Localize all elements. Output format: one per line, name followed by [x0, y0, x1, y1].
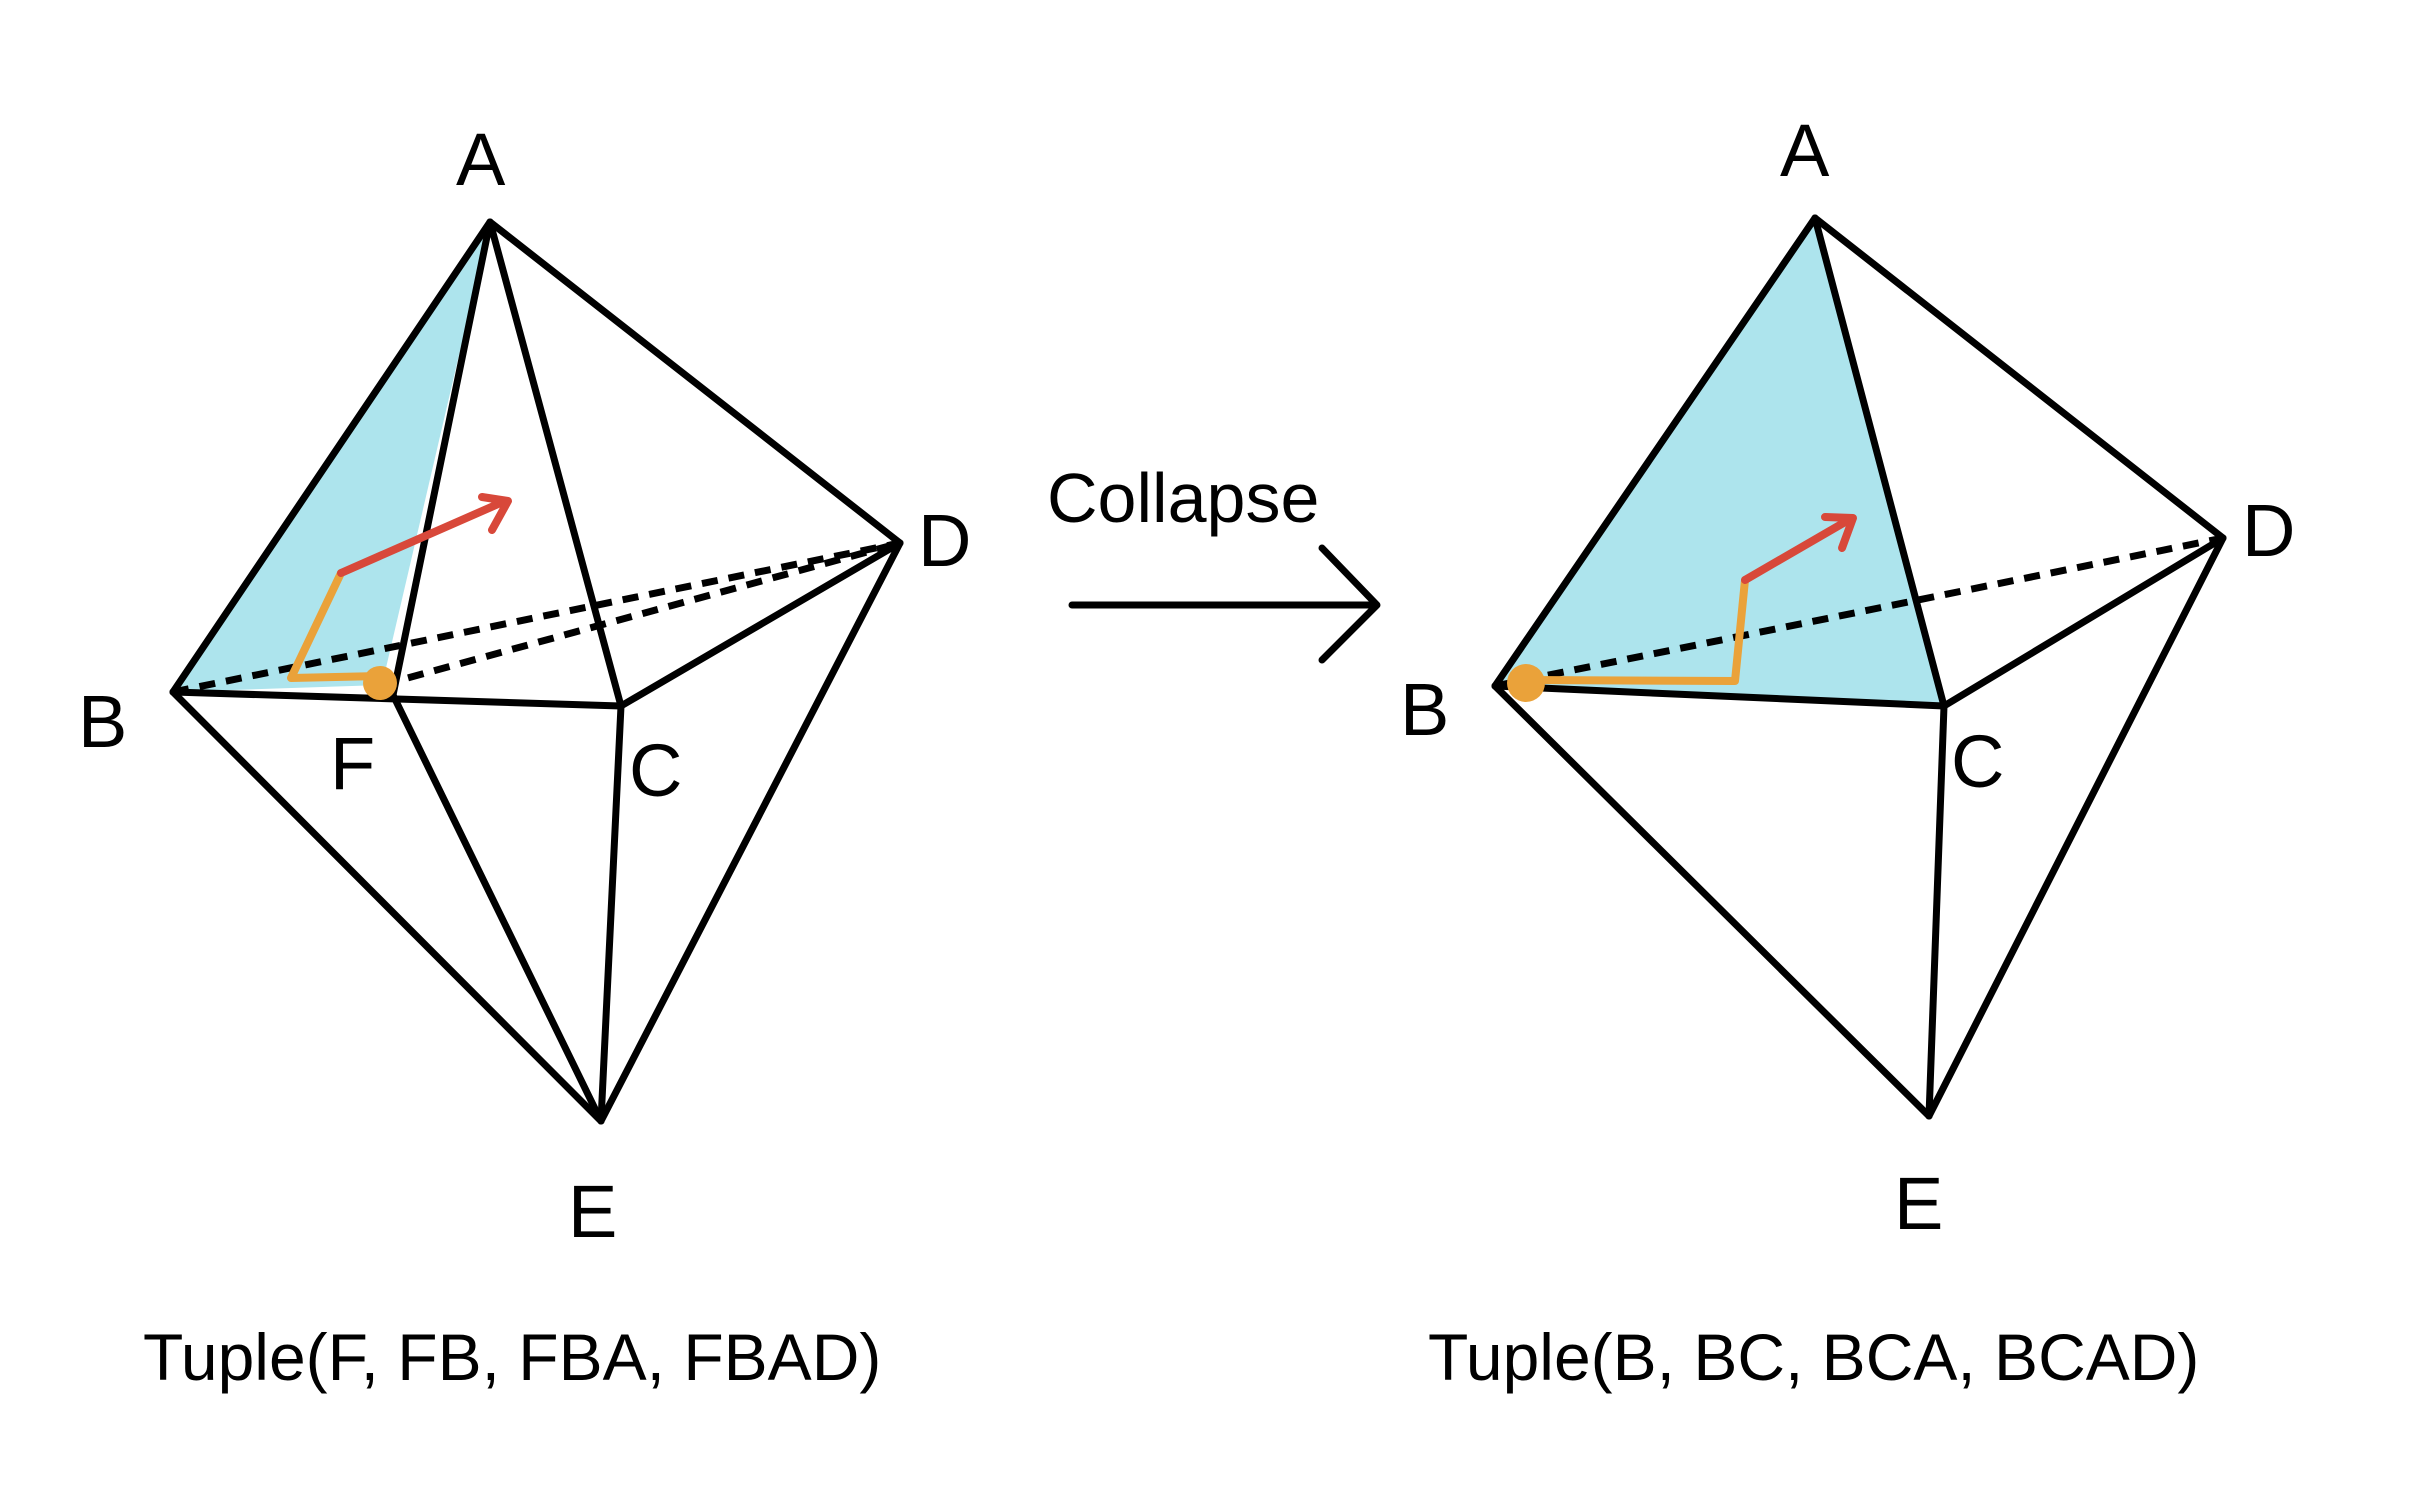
left-caption: Tuple(F, FB, FBA, FBAD): [143, 1320, 881, 1394]
left-vertex-dot-f: [363, 666, 397, 700]
left-edge-de: [597, 539, 904, 1125]
right-edge-ac: [1811, 214, 1948, 710]
left-edge-be: [169, 688, 605, 1125]
right-label-a: A: [1780, 109, 1830, 192]
left-edge-ac: [486, 218, 625, 710]
left-edge-ad: [486, 218, 904, 547]
left-label-f: F: [330, 722, 375, 805]
right-mesh: [1491, 214, 2227, 1120]
left-label-a: A: [456, 118, 506, 201]
right-label-d: D: [2242, 489, 2295, 572]
left-edge-af: [389, 218, 494, 699]
right-label-b: B: [1400, 668, 1449, 751]
right-edge-ab: [1491, 214, 1819, 690]
right-caption: Tuple(B, BC, BCA, BCAD): [1428, 1320, 2199, 1394]
left-edge-ce: [597, 702, 625, 1125]
collapse-label: Collapse: [1047, 459, 1319, 537]
right-edge-ce: [1925, 702, 1948, 1120]
left-mesh: [169, 218, 904, 1125]
right-red-arrow-shaft: [1741, 514, 1856, 584]
right-label-c: C: [1951, 720, 2004, 803]
right-vertex-dot-b: [1507, 664, 1545, 702]
left-label-b: B: [78, 680, 127, 763]
right-edge-de: [1925, 534, 2227, 1120]
left-edge-fe: [389, 691, 605, 1125]
right-highlighted-face-bca: [1495, 218, 1944, 706]
left-edge-fd-hidden: [381, 539, 901, 689]
left-label-e: E: [568, 1170, 617, 1253]
collapse-arrow: [1068, 544, 1381, 664]
left-red-arrow-shaft: [337, 497, 509, 577]
right-label-e: E: [1894, 1162, 1943, 1245]
right-edge-ad: [1811, 214, 2227, 542]
right-edge-be: [1491, 682, 1933, 1120]
right-orange-path: [1523, 576, 1749, 685]
left-label-c: C: [629, 729, 682, 812]
right-edge-cd: [1940, 534, 2227, 710]
right-edge-bc: [1491, 682, 1948, 710]
left-edge-ab: [169, 218, 494, 696]
left-red-arrow-head: [478, 493, 512, 534]
left-orange-path: [287, 569, 384, 682]
right-edge-bd-hidden: [1494, 534, 2224, 690]
left-label-d: D: [918, 499, 971, 582]
left-edge-cd: [617, 539, 904, 710]
right-red-arrow-head: [1821, 513, 1857, 552]
